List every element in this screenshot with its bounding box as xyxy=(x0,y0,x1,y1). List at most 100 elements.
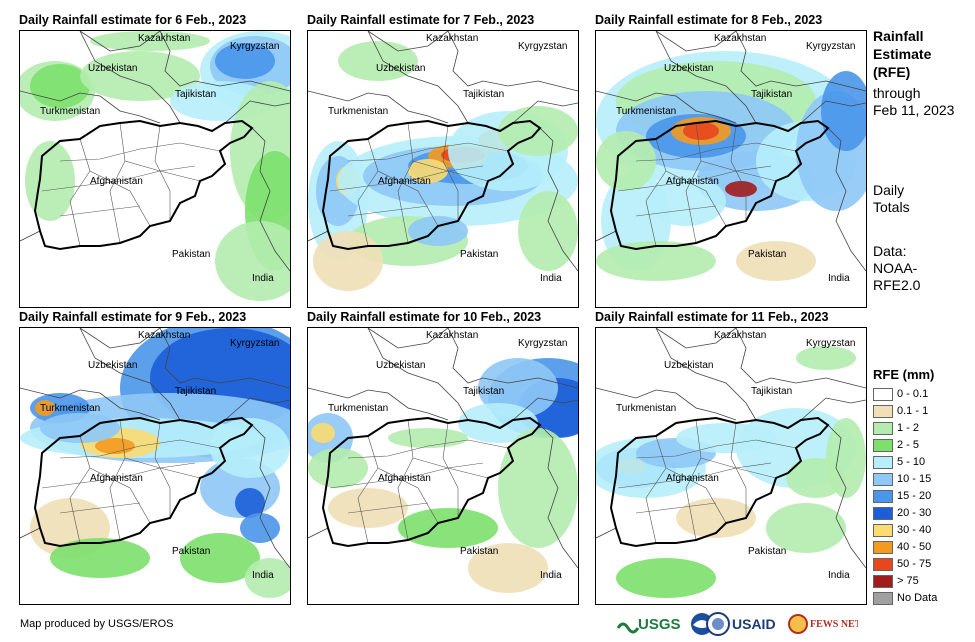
country-border xyxy=(596,90,737,124)
rainfall-area xyxy=(596,241,716,281)
data-source-line2: RFE2.0 xyxy=(873,277,921,293)
country-border xyxy=(20,387,161,421)
province-boundary xyxy=(635,439,797,459)
totals-label: Totals xyxy=(873,199,910,215)
country-border xyxy=(655,328,757,421)
afghanistan-outline xyxy=(321,119,542,251)
rainfall-area xyxy=(210,418,290,478)
province-boundary xyxy=(59,439,221,459)
province-boundary xyxy=(59,502,141,514)
legend-item: 2 - 5 xyxy=(873,438,919,452)
rainfall-area xyxy=(25,141,75,221)
province-boundary xyxy=(700,457,777,479)
country-label-afghanistan: Afghanistan xyxy=(90,473,143,484)
country-border xyxy=(308,527,329,539)
afghanistan-outline xyxy=(321,416,542,548)
country-border xyxy=(800,397,866,421)
province-boundary xyxy=(124,160,201,182)
legend-swatch xyxy=(873,438,893,452)
country-border xyxy=(655,31,737,52)
rainfall-area xyxy=(468,543,548,593)
province-boundary xyxy=(154,422,171,518)
through-date: Feb 11, 2023 xyxy=(873,102,955,118)
afghanistan-outline xyxy=(609,119,830,251)
through-label: through xyxy=(873,85,921,101)
country-label-kyrgyzstan: Kyrgyzstan xyxy=(230,338,280,349)
usgs-logo: USGS xyxy=(616,616,681,634)
country-label-pakistan: Pakistan xyxy=(460,249,499,260)
rainfall-map: Kazakhstan Kyrgyzstan Uzbekistan Tajikistan… xyxy=(307,327,579,605)
legend-swatch xyxy=(873,421,893,435)
country-label-uzbekistan: Uzbekistan xyxy=(664,360,714,371)
legend-item: 30 - 40 xyxy=(873,523,931,537)
country-border xyxy=(539,127,578,272)
country-label-tajikistan: Tajikistan xyxy=(175,89,217,100)
country-border xyxy=(308,387,449,421)
side-title: Rainfall Estimate (RFE) xyxy=(873,27,931,81)
country-label-turkmenistan: Turkmenistan xyxy=(328,106,389,117)
country-border xyxy=(79,328,161,349)
country-label-tajikistan: Tajikistan xyxy=(751,386,793,397)
country-label-pakistan: Pakistan xyxy=(748,249,787,260)
rainfall-map: Kazakhstan Kyrgyzstan Uzbekistan Tajikistan… xyxy=(19,327,291,605)
side-title-line: Rainfall xyxy=(873,28,924,44)
country-label-india: India xyxy=(252,273,274,284)
legend-swatch xyxy=(873,506,893,520)
data-label: Data: xyxy=(873,243,907,259)
daily-label: Daily xyxy=(873,182,905,198)
afghanistan-outline xyxy=(33,119,254,251)
country-border xyxy=(20,527,41,539)
country-border xyxy=(251,127,290,272)
country-label-turkmenistan: Turkmenistan xyxy=(616,106,677,117)
country-label-kazakhstan: Kazakhstan xyxy=(426,330,479,341)
country-label-kazakhstan: Kazakhstan xyxy=(138,33,191,44)
rainfall-area xyxy=(328,488,408,528)
legend-label: 40 - 50 xyxy=(897,541,932,553)
rainfall-area xyxy=(796,346,856,370)
province-boundary xyxy=(665,467,727,524)
country-border xyxy=(367,328,469,421)
country-border xyxy=(308,90,449,124)
legend-title: RFE (mm) xyxy=(873,367,935,382)
panel-title: Daily Rainfall estimate for 11 Feb., 202… xyxy=(595,310,829,324)
legend-label: 0.1 - 1 xyxy=(897,405,929,417)
rainfall-area xyxy=(498,428,578,548)
province-boundary xyxy=(89,467,151,524)
country-border xyxy=(367,328,449,349)
afghanistan-outline xyxy=(609,416,830,548)
legend-swatch xyxy=(873,472,893,486)
rainfall-area xyxy=(725,181,757,197)
country-label-afghanistan: Afghanistan xyxy=(90,176,143,187)
legend-swatch xyxy=(873,489,893,503)
province-boundary xyxy=(154,125,171,221)
rainfall-area xyxy=(458,403,538,443)
province-boundary xyxy=(685,419,702,541)
legend-label: 50 - 75 xyxy=(897,558,932,570)
country-border xyxy=(20,230,41,242)
legend-label: > 75 xyxy=(897,575,919,587)
country-label-india: India xyxy=(540,570,562,581)
rainfall-area xyxy=(240,513,280,543)
country-label-afghanistan: Afghanistan xyxy=(666,176,719,187)
legend-item: 5 - 10 xyxy=(873,455,925,469)
rainfall-area xyxy=(408,159,448,183)
country-border xyxy=(512,397,578,421)
province-boundary xyxy=(347,439,509,459)
legend-item: 20 - 30 xyxy=(873,506,931,520)
country-label-pakistan: Pakistan xyxy=(172,249,211,260)
country-border xyxy=(224,100,290,124)
svg-text:USAID: USAID xyxy=(732,616,776,632)
credit-text: Map produced by USGS/EROS xyxy=(20,618,174,630)
country-label-kyrgyzstan: Kyrgyzstan xyxy=(806,41,856,52)
state-seal-logo xyxy=(706,612,730,636)
legend-swatch xyxy=(873,455,893,469)
country-label-pakistan: Pakistan xyxy=(172,546,211,557)
afghanistan-outline xyxy=(33,416,254,548)
legend-label: 10 - 15 xyxy=(897,473,932,485)
fewsnet-logo: FEWS NET xyxy=(788,614,858,634)
rainfall-area xyxy=(215,221,290,301)
country-label-kyrgyzstan: Kyrgyzstan xyxy=(518,41,568,52)
country-label-tajikistan: Tajikistan xyxy=(463,386,505,397)
country-label-turkmenistan: Turkmenistan xyxy=(616,403,677,414)
province-boundary xyxy=(59,142,221,162)
